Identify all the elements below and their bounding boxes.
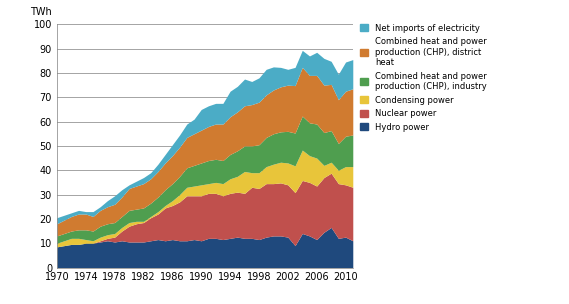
Legend: Net imports of electricity, Combined heat and power
production (CHP), district
h: Net imports of electricity, Combined hea… [360,24,486,132]
Text: TWh: TWh [30,7,52,17]
